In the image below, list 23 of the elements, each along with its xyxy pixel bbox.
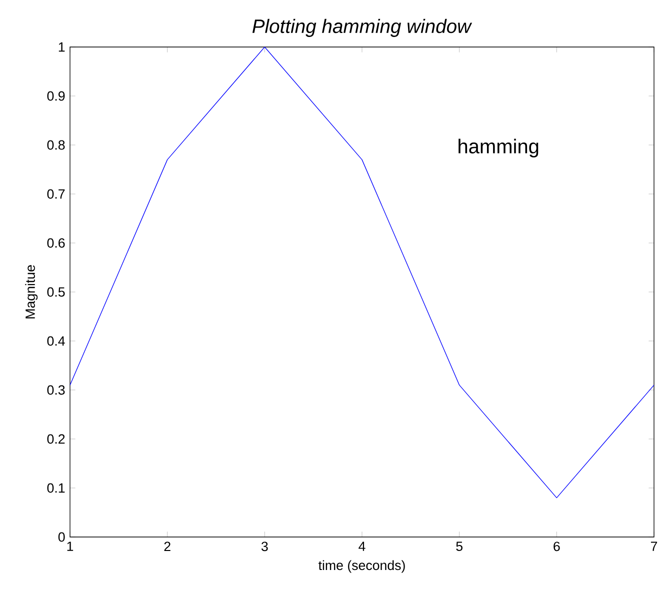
x-tick-label: 7 [650, 542, 658, 551]
y-tick-label: 0.5 [47, 287, 65, 297]
line-series [70, 46, 654, 498]
y-tick-label: 0.3 [47, 385, 65, 395]
x-tick-label: 2 [164, 542, 170, 552]
y-tick-label: 0 [58, 532, 65, 542]
y-tick-label: 0.2 [47, 434, 65, 444]
y-tick-label: 0.9 [47, 91, 65, 101]
y-tick-label: 1 [58, 42, 65, 52]
x-tick-label: 4 [358, 542, 366, 551]
y-tick-label: 0.6 [47, 238, 65, 248]
y-tick-label: 0.7 [47, 189, 65, 199]
x-tick-label: 5 [456, 542, 462, 551]
x-tick-label: 6 [554, 542, 560, 552]
x-tick-label: 3 [261, 542, 268, 552]
annotation: hamming [458, 138, 538, 158]
y-axis-title: Magnitue [25, 265, 38, 318]
x-axis-title: time (seconds) [318, 560, 405, 573]
y-tick-label: 0.1 [47, 483, 65, 493]
y-tick-label: 0.4 [47, 336, 65, 346]
y-tick-label: 0.8 [47, 140, 65, 150]
chart-title: Plotting hamming window [252, 18, 472, 37]
x-tick-label: 1 [67, 542, 74, 551]
